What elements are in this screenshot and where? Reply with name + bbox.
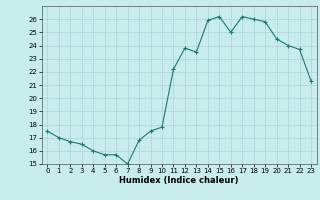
X-axis label: Humidex (Indice chaleur): Humidex (Indice chaleur) [119, 176, 239, 185]
